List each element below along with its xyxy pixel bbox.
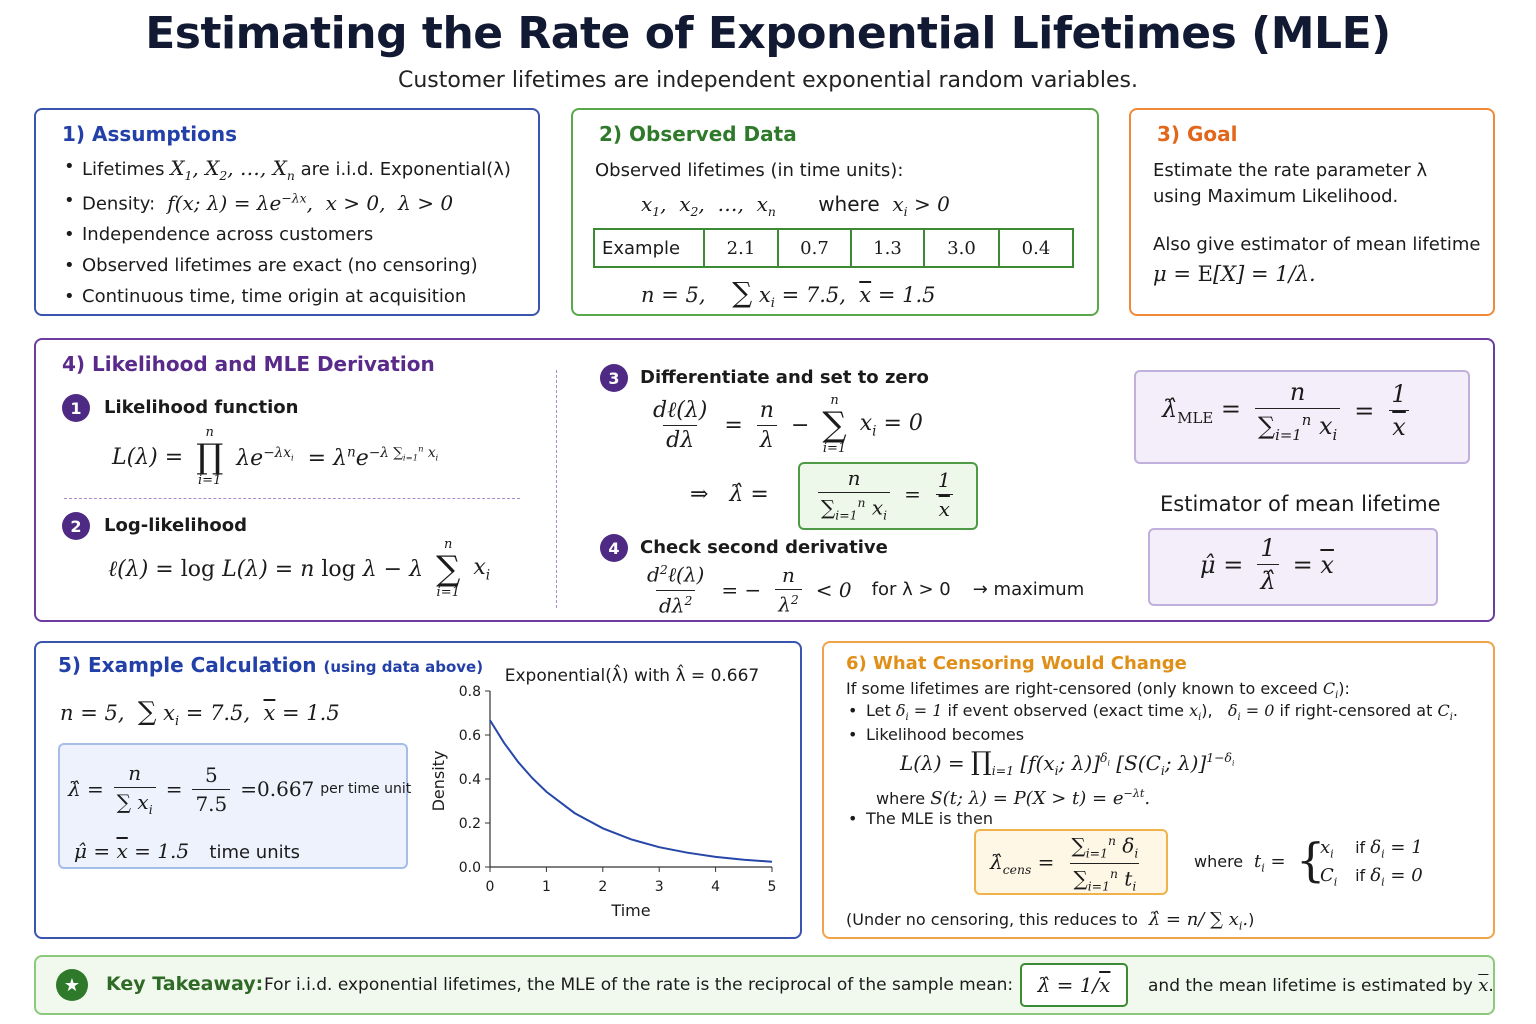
implies-lambda-hat: ⇒ λ̂ = [690,482,769,507]
observed-sample-notation: x1, x2, …, xn where xi > 0 [641,192,950,219]
takeaway-tail: and the mean lifetime is estimated by x. [1148,975,1494,996]
takeaway-label: Key Takeaway: [106,973,264,995]
takeaway-formula-box: λ̂ = 1/x [1020,963,1128,1007]
survival-definition: where S(t; λ) = P(X > t) = e−λt. [876,787,1151,809]
goal-line2: using Maximum Likelihood. [1153,186,1399,207]
goal-title: 3) Goal [1157,122,1238,146]
goal-line3: Also give estimator of mean lifetime [1153,234,1481,255]
observed-data-panel: 2) Observed Data Observed lifetimes (in … [571,108,1099,316]
x-tick-label: 5 [768,879,777,895]
assumption-no-censoring: Observed lifetimes are exact (no censori… [64,255,511,286]
censoring-indicator-item: Let δi = 1 if event observed (exact time… [848,701,1458,725]
step-3-title: Differentiate and set to zero [640,367,929,388]
log-likelihood-formula: ℓ(λ) = log L(λ) = n log λ − λ n ∑ i=1 xi [108,537,491,600]
example-value-cell: 3.0 [923,228,1000,268]
second-derivative-formula: d2ℓ(λ) dλ2 = − n λ2 < 0 for λ > 0 → maximu… [647,562,1085,618]
step-2-badge: 2 [62,512,90,540]
x-tick-label: 4 [711,879,720,895]
piecewise-brace: { [1296,833,1326,887]
y-tick-label: 0.0 [459,860,481,876]
censoring-list-2: The MLE is then [848,809,993,828]
censoring-likelihood-item: Likelihood becomes [848,725,1458,749]
assumption-iid: Lifetimes X1, X2, …, Xn are i.i.d. Expon… [64,156,511,190]
y-tick-label: 0.4 [459,772,481,788]
step-1-title: Likelihood function [104,397,299,418]
ti-case-1: xi if δi = 1 [1320,837,1423,861]
example-summary: n = 5, ∑ xi = 7.5, x = 1.5 [60,697,340,730]
goal-panel: 3) Goal Estimate the rate parameter λ us… [1129,108,1495,316]
mean-estimator-box: μ̂ = 1 λ̂ = x [1148,528,1438,606]
example-calc-panel: 5) Example Calculation (using data above… [34,641,802,939]
goal-mean-formula: μ = E[X] = 1/λ. [1153,262,1316,286]
step-3-badge: 3 [600,364,628,392]
example-value-cell: 0.7 [777,228,852,268]
y-tick-label: 0.6 [459,728,481,744]
observed-title: 2) Observed Data [599,122,797,146]
example-result-box: λ̂ = n ∑ xi = 5 7.5 =0.667 per time unit μ… [58,743,411,869]
ti-definition-label: where ti = [1194,851,1286,875]
censoring-note: (Under no censoring, this reduces to λ̂ … [846,909,1255,933]
step-divider [64,498,520,499]
exponential-density-chart: Exponential(λ̂) with λ̂ = 0.667 0.00.20.… [429,663,777,920]
x-tick-label: 0 [486,879,495,895]
x-tick-label: 1 [542,879,551,895]
step-4-badge: 4 [600,534,628,562]
censoring-mle-item: The MLE is then [848,809,993,828]
derivation-panel: 4) Likelihood and MLE Derivation 1 Likel… [34,338,1495,622]
y-tick-label: 0.2 [459,816,481,832]
x-tick-label: 3 [655,879,664,895]
derivation-title: 4) Likelihood and MLE Derivation [62,352,435,376]
y-tick-label: 0.8 [459,684,481,700]
example-value-cell: 2.1 [703,228,779,268]
x-ticks: 0 1 2 3 4 5 [486,867,777,895]
assumptions-panel: 1) Assumptions Lifetimes X1, X2, …, Xn a… [34,108,540,316]
censoring-intro: If some lifetimes are right-censored (on… [846,679,1350,702]
step-2-title: Log-likelihood [104,515,247,536]
goal-line1: Estimate the rate parameter λ [1153,160,1428,181]
censoring-title: 6) What Censoring Would Change [846,653,1187,674]
step-1-badge: 1 [62,394,90,422]
mean-estimator-title: Estimator of mean lifetime [1160,492,1441,516]
censoring-panel: 6) What Censoring Would Change If some l… [822,641,1495,939]
observed-intro: Observed lifetimes (in time units): [595,160,904,181]
page-title: Estimating the Rate of Exponential Lifet… [145,8,1391,59]
example-title: 5) Example Calculation (using data above… [58,653,484,677]
step-4-title: Check second derivative [640,537,888,558]
takeaway-text: For i.i.d. exponential lifetimes, the ML… [264,975,1014,995]
key-takeaway-banner: ★ Key Takeaway: For i.i.d. exponential l… [34,955,1495,1015]
column-divider [556,370,557,608]
ti-case-0: Ci if δi = 0 [1320,865,1423,889]
y-axis-label: Density [429,751,448,812]
assumption-independence: Independence across customers [64,224,511,255]
star-icon: ★ [56,969,88,1001]
likelihood-formula: L(λ) = n ∏ i=1 λe−λxi = λne−λ ∑i=1n xi [112,425,439,488]
chart-title: Exponential(λ̂) with λ̂ = 0.667 [505,663,760,686]
x-tick-label: 2 [598,879,607,895]
page-subtitle: Customer lifetimes are independent expon… [397,68,1139,93]
assumptions-list: Lifetimes X1, X2, …, Xn are i.i.d. Expon… [64,156,511,317]
density-curve [489,719,773,863]
censored-mle-box: λ̂cens = ∑i=1n δi ∑i=1n ti [974,829,1168,895]
censored-likelihood-formula: L(λ) = ∏i=1 [f(xi; λ)]δi [S(Ci; λ)]1−δi [900,747,1235,778]
example-data-table: Example 2.1 0.7 1.3 3.0 0.4 [593,228,1074,268]
assumption-density: Density: f(x; λ) = λe−λx, x > 0, λ > 0 [64,190,511,224]
example-value-cell: 1.3 [850,228,925,268]
observed-summary: n = 5, ∑ xi = 7.5, x = 1.5 [641,276,936,312]
assumption-continuous-time: Continuous time, time origin at acquisit… [64,286,511,317]
censoring-list: Let δi = 1 if event observed (exact time… [848,701,1458,749]
x-axis-label: Time [610,901,650,920]
example-label-cell: Example [593,228,705,268]
y-ticks: 0.0 0.2 0.4 0.6 0.8 [459,684,490,876]
example-value-cell: 0.4 [998,228,1074,268]
assumptions-title: 1) Assumptions [62,122,237,146]
